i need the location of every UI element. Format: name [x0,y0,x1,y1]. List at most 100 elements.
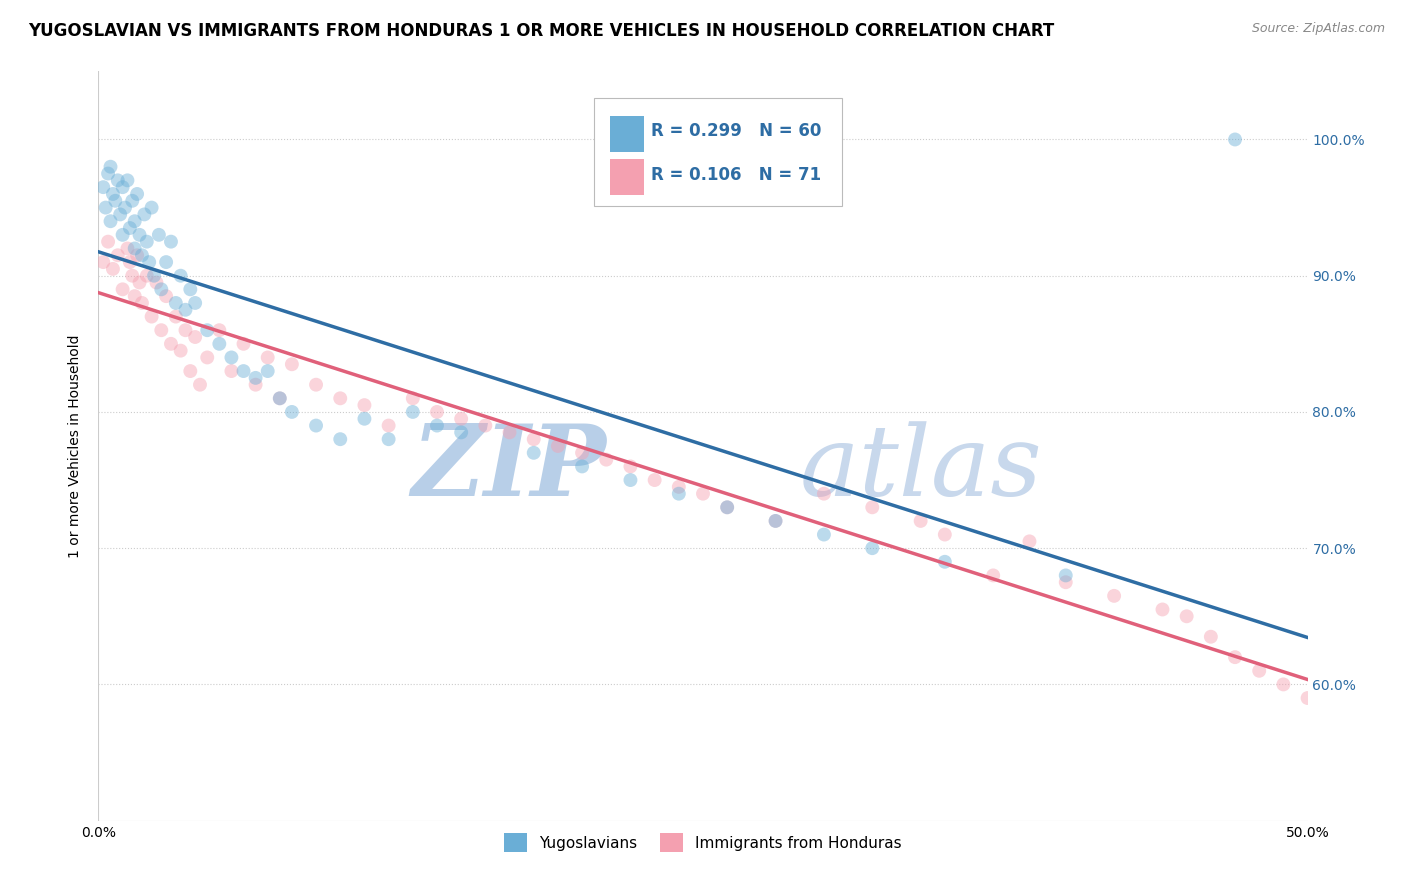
Point [305,418,328,433]
Point [208,323,231,337]
Point [281,357,304,371]
Point [245,377,267,392]
Point [100,160,122,174]
Point [813,527,835,541]
Point [169,343,191,358]
Text: R = 0.299   N = 60: R = 0.299 N = 60 [651,122,821,140]
Point [165,296,187,310]
Point [245,371,267,385]
Point [765,514,787,528]
Point [91,180,114,194]
Point [141,201,163,215]
Point [269,392,291,406]
Point [124,242,146,256]
Point [108,207,131,221]
Point [165,310,187,324]
Point [121,268,143,283]
Point [716,500,738,515]
Point [934,555,956,569]
Point [127,248,149,262]
Point [155,289,177,303]
Point [716,500,738,515]
Point [1054,568,1077,582]
Point [571,446,593,460]
FancyBboxPatch shape [610,159,644,195]
Point [644,473,666,487]
Point [305,377,328,392]
Point [426,405,449,419]
Point [1272,677,1295,691]
Point [353,398,375,412]
Point [221,351,243,365]
Point [101,186,124,201]
Point [692,486,714,500]
Point [145,276,167,290]
Point [329,432,352,446]
Point [1223,650,1246,665]
Point [97,167,120,181]
Point [934,527,956,541]
Point [1018,534,1040,549]
Point [619,459,641,474]
Point [195,323,218,337]
Point [668,486,690,500]
Point [179,282,201,296]
Point [124,214,146,228]
Point [595,452,617,467]
Point [256,364,278,378]
Point [377,432,399,446]
Point [107,173,129,187]
Point [1223,132,1246,146]
Point [155,255,177,269]
Point [150,323,173,337]
Point [91,255,114,269]
Point [174,323,197,337]
Point [111,180,134,194]
Point [1054,575,1077,590]
Point [160,235,183,249]
Point [1152,602,1174,616]
Point [135,268,157,283]
Point [184,330,207,344]
Point [1175,609,1198,624]
Point [141,310,163,324]
Point [188,377,211,392]
Point [148,227,170,242]
Point [256,351,278,365]
Legend: Yugoslavians, Immigrants from Honduras: Yugoslavians, Immigrants from Honduras [498,827,908,858]
Point [101,261,124,276]
Point [232,364,254,378]
Point [114,201,136,215]
Point [184,296,207,310]
Point [377,418,399,433]
Point [117,242,139,256]
Point [107,248,129,262]
Point [1393,718,1406,732]
Point [117,173,139,187]
Point [1344,705,1367,719]
Point [104,194,127,208]
Point [138,255,160,269]
Point [668,480,690,494]
Point [269,392,291,406]
Point [353,411,375,425]
Point [160,336,183,351]
Point [131,296,153,310]
Point [179,364,201,378]
Point [100,214,122,228]
Point [523,446,546,460]
Point [547,439,569,453]
Point [232,336,254,351]
Point [329,392,352,406]
Point [150,282,173,296]
Point [94,201,117,215]
Point [813,486,835,500]
FancyBboxPatch shape [610,116,644,152]
Point [402,392,425,406]
Point [860,541,883,556]
Point [111,282,134,296]
Text: YUGOSLAVIAN VS IMMIGRANTS FROM HONDURAS 1 OR MORE VEHICLES IN HOUSEHOLD CORRELAT: YUGOSLAVIAN VS IMMIGRANTS FROM HONDURAS … [28,22,1054,40]
Point [523,432,546,446]
Point [474,418,496,433]
Point [571,459,593,474]
